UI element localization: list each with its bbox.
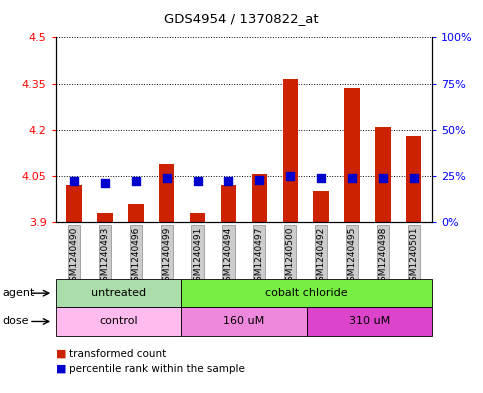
Text: GSM1240492: GSM1240492 — [317, 227, 326, 287]
Point — [70, 178, 78, 185]
Text: GSM1240501: GSM1240501 — [409, 227, 418, 287]
Point — [410, 174, 418, 181]
Point — [348, 174, 356, 181]
Bar — [221, 185, 236, 222]
Point — [379, 174, 387, 181]
Text: ■: ■ — [56, 364, 66, 374]
Bar — [128, 204, 143, 222]
Text: cobalt chloride: cobalt chloride — [265, 288, 348, 298]
Text: 310 uM: 310 uM — [349, 316, 390, 327]
Text: GSM1240498: GSM1240498 — [378, 227, 387, 287]
Bar — [375, 127, 391, 222]
Text: GSM1240497: GSM1240497 — [255, 227, 264, 287]
Text: GSM1240500: GSM1240500 — [286, 227, 295, 287]
Bar — [66, 185, 82, 222]
Text: control: control — [99, 316, 138, 327]
Bar — [344, 88, 360, 222]
Text: 160 uM: 160 uM — [223, 316, 265, 327]
Text: GSM1240494: GSM1240494 — [224, 227, 233, 287]
Text: transformed count: transformed count — [69, 349, 166, 359]
Bar — [159, 163, 174, 222]
Text: GSM1240496: GSM1240496 — [131, 227, 141, 287]
Text: untreated: untreated — [91, 288, 146, 298]
Bar — [97, 213, 113, 222]
Point — [317, 174, 325, 181]
Point — [256, 176, 263, 183]
Text: GSM1240490: GSM1240490 — [70, 227, 79, 287]
Point — [194, 178, 201, 185]
Point — [132, 178, 140, 185]
Text: GDS4954 / 1370822_at: GDS4954 / 1370822_at — [164, 12, 319, 25]
Bar — [283, 79, 298, 222]
Bar — [406, 136, 422, 222]
Bar — [313, 191, 329, 222]
Point — [286, 173, 294, 179]
Point — [163, 174, 170, 181]
Bar — [190, 213, 205, 222]
Text: GSM1240493: GSM1240493 — [100, 227, 110, 287]
Bar — [252, 174, 267, 222]
Text: dose: dose — [2, 316, 29, 327]
Text: agent: agent — [2, 288, 35, 298]
Text: GSM1240499: GSM1240499 — [162, 227, 171, 287]
Text: ■: ■ — [56, 349, 66, 359]
Point — [225, 178, 232, 185]
Text: GSM1240491: GSM1240491 — [193, 227, 202, 287]
Text: GSM1240495: GSM1240495 — [347, 227, 356, 287]
Text: percentile rank within the sample: percentile rank within the sample — [69, 364, 245, 374]
Point — [101, 180, 109, 186]
